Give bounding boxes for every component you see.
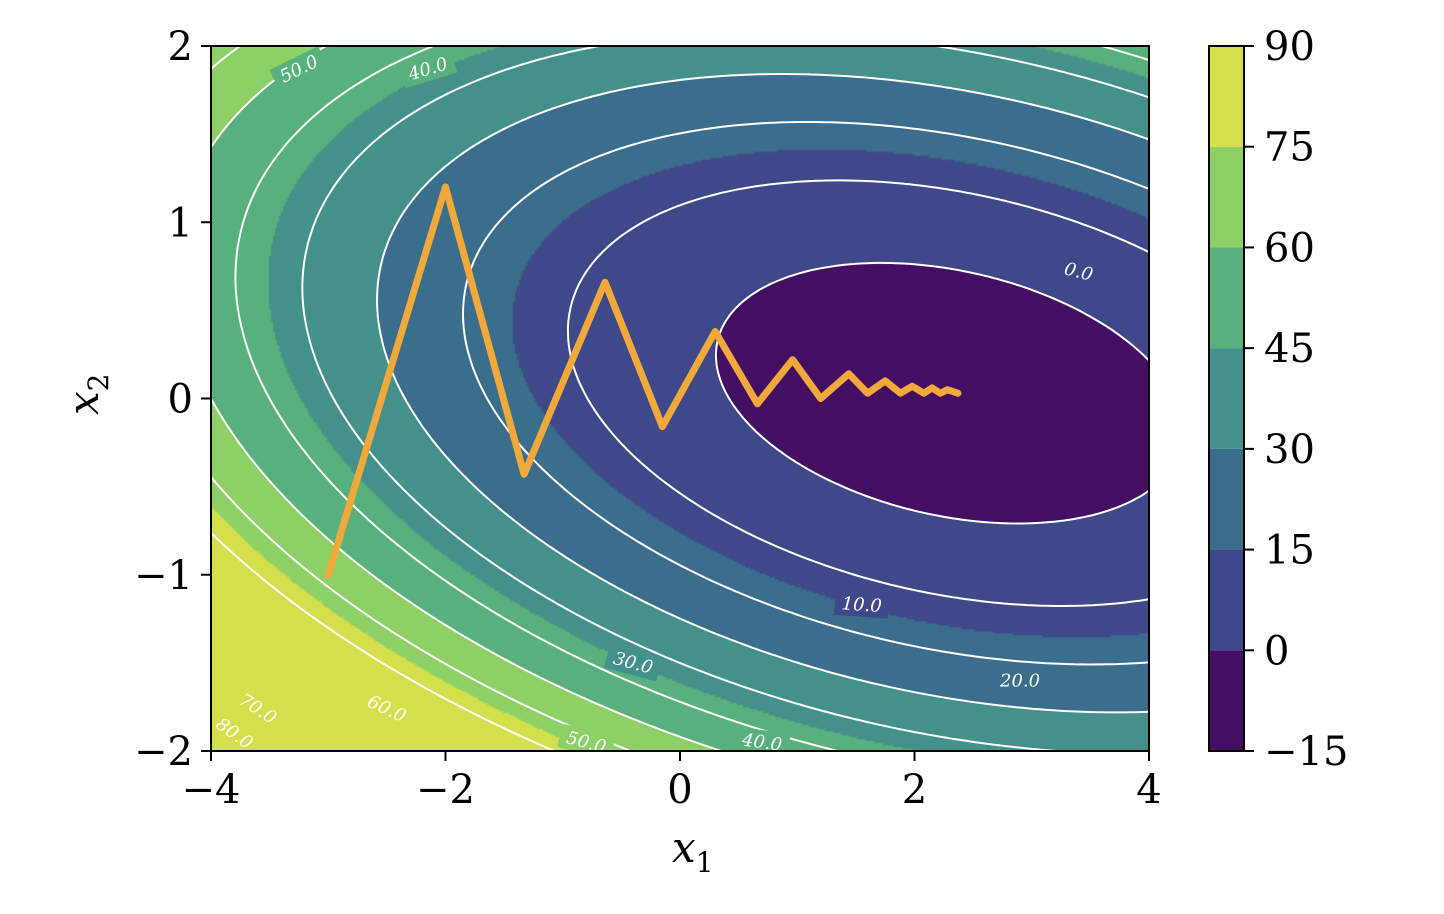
colorbar-tick-label: 45 <box>1264 326 1315 372</box>
x-tick-label: −4 <box>182 767 241 813</box>
contour-line <box>211 532 555 751</box>
contour-line <box>301 46 1149 751</box>
x-tick-label: −2 <box>416 767 475 813</box>
colorbar-tick-label: 0 <box>1264 628 1289 674</box>
colorbar-band <box>1209 549 1244 651</box>
y-tick-label: 2 <box>168 24 193 70</box>
colorbar-band <box>1209 650 1244 751</box>
contour-line <box>234 46 1149 751</box>
contour-line <box>566 179 1149 607</box>
colorbar-band <box>1209 348 1244 449</box>
contour-label: 20.0 <box>993 668 1048 693</box>
colorbar-ticks: −15 0 15 30 45 60 75 90 <box>1244 24 1348 775</box>
contour-label-bg <box>357 686 417 731</box>
contour-line <box>376 73 1149 714</box>
contour-label: 50.0 <box>269 46 329 92</box>
x-axis-label: x1 <box>672 823 714 879</box>
y-tick-label: 1 <box>168 200 193 246</box>
x-tick-label: 4 <box>1136 767 1161 813</box>
contour-label: 0.0 <box>1054 254 1103 289</box>
colorbar-tick-label: 90 <box>1264 24 1315 70</box>
contour-line <box>211 46 722 751</box>
colorbar-band <box>1209 146 1244 248</box>
contour-label-text: 10.0 <box>841 593 882 617</box>
colorbar-band <box>1209 46 1244 147</box>
colorbar-band <box>1209 448 1244 550</box>
contour-label-bg <box>228 683 288 734</box>
x-tick-label: 2 <box>902 767 927 813</box>
y-axis: −2 −1 0 1 2 <box>134 24 211 775</box>
contour-label-bg <box>557 723 616 751</box>
y-tick-label: −1 <box>134 553 193 599</box>
contour-label: 10.0 <box>833 590 890 619</box>
colorbar-tick-label: 30 <box>1264 427 1315 473</box>
contour-label-text: 40.0 <box>740 729 784 756</box>
contour-label-bg <box>211 708 264 751</box>
colorbar-tick-label: −15 <box>1264 729 1348 775</box>
contour-label: 50.0 <box>557 723 616 751</box>
colorbar-tick-label: 60 <box>1264 225 1315 271</box>
y-tick-label: 0 <box>168 377 193 423</box>
y-axis-label: x2 <box>59 373 115 415</box>
colorbar-frame <box>1208 45 1245 752</box>
colorbar-bands <box>1209 46 1244 751</box>
contour-label-bg <box>993 668 1048 693</box>
x-tick-label: 0 <box>667 767 692 813</box>
contour-line <box>714 261 1149 525</box>
contour-label-bg <box>1054 254 1103 289</box>
contour-label-bg <box>833 590 890 619</box>
colorbar-band <box>1209 247 1244 349</box>
y-tick-label: −2 <box>134 729 193 775</box>
x-axis: −4 −2 0 2 4 <box>182 751 1162 813</box>
gradient-descent-path <box>324 183 962 579</box>
colorbar-tick-label: 15 <box>1264 528 1315 574</box>
colorbar: −15 0 15 30 45 60 75 90 <box>1208 24 1348 775</box>
plot-area: 0.010.020.030.040.040.050.050.060.070.08… <box>210 45 1150 756</box>
contour-label-bg <box>398 49 458 89</box>
contour-label-text: 20.0 <box>999 671 1040 692</box>
contour-label-bg <box>603 644 663 682</box>
contour-label-bg <box>269 46 329 92</box>
colorbar-tick-label: 75 <box>1264 125 1315 171</box>
